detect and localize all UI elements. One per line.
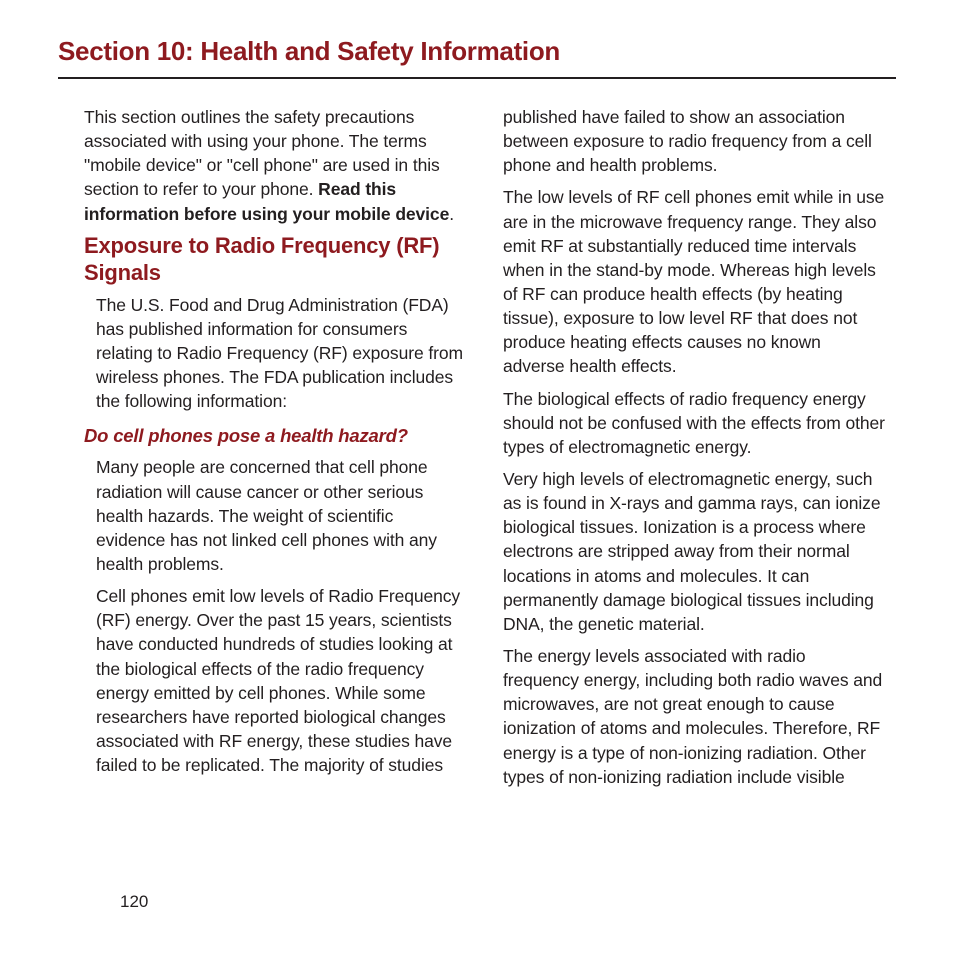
concern-paragraph: Many people are concerned that cell phon… [84,455,467,576]
health-hazard-question: Do cell phones pose a health hazard? [84,425,467,447]
ionization-paragraph: Very high levels of electromagnetic ener… [503,467,886,636]
left-column: This section outlines the safety precaut… [58,105,467,797]
rf-signals-heading: Exposure to Radio Frequency (RF) Signals [84,232,467,287]
rf-levels-paragraph: The low levels of RF cell phones emit wh… [503,185,886,378]
intro-tail: . [449,204,454,224]
fda-intro-paragraph: The U.S. Food and Drug Administration (F… [84,293,467,414]
two-column-layout: This section outlines the safety precaut… [58,105,896,797]
non-ionizing-paragraph: The energy levels associated with radio … [503,644,886,789]
rf-studies-paragraph: Cell phones emit low levels of Radio Fre… [84,584,467,777]
right-column: published have failed to show an associa… [503,105,896,797]
biological-effects-paragraph: The biological effects of radio frequenc… [503,387,886,459]
page-number: 120 [120,892,148,912]
intro-paragraph: This section outlines the safety precaut… [84,105,467,226]
studies-continued-paragraph: published have failed to show an associa… [503,105,886,177]
section-title: Section 10: Health and Safety Informatio… [58,36,896,79]
